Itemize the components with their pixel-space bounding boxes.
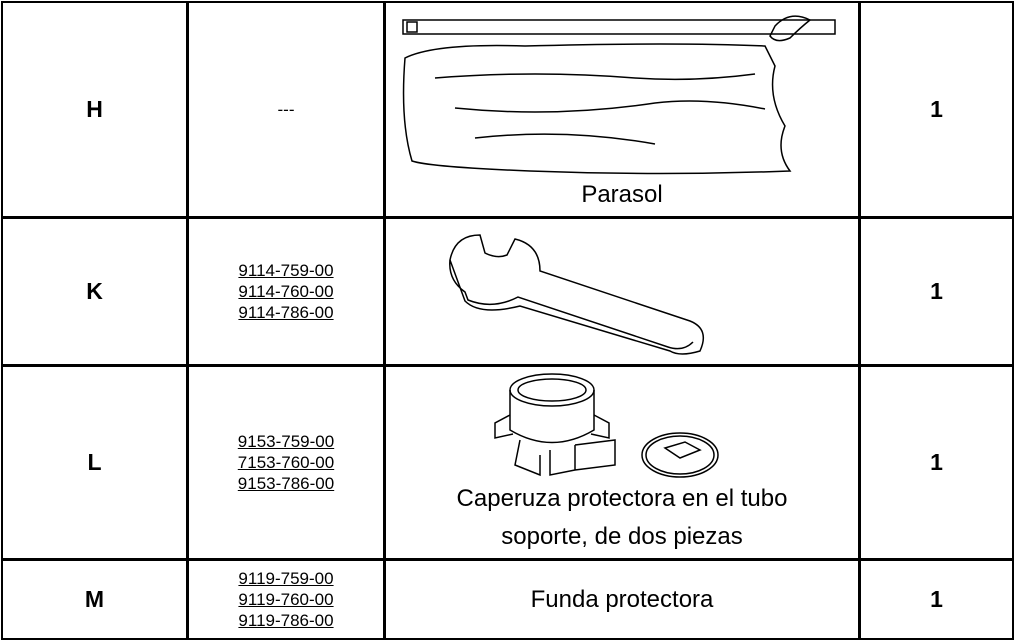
part-number: 9114-759-00 xyxy=(238,261,334,280)
parasol-illustration xyxy=(402,15,836,175)
description: Funda protectora xyxy=(530,585,714,613)
item-letter: H xyxy=(86,96,103,122)
part-numbers: --- xyxy=(277,100,295,119)
table-cell: 9119-759-00 9119-760-00 9119-786-00 xyxy=(187,559,385,640)
part-number: 7153-760-00 xyxy=(237,453,335,472)
table-cell: 9153-759-00 7153-760-00 9153-786-00 xyxy=(187,365,385,560)
table-cell: 1 xyxy=(859,559,1014,640)
part-number: 9119-760-00 xyxy=(238,590,334,609)
item-letter: M xyxy=(84,586,105,612)
part-number: 9114-786-00 xyxy=(238,303,334,322)
description: Caperuza protectora en el tubo soporte, … xyxy=(456,485,788,550)
part-numbers: 9153-759-00 7153-760-00 9153-786-00 xyxy=(238,431,334,494)
quantity: 1 xyxy=(930,449,943,475)
quantity: 1 xyxy=(930,96,943,122)
table-cell: 1 xyxy=(859,217,1014,366)
part-number: 9119-786-00 xyxy=(238,611,334,630)
quantity: 1 xyxy=(930,278,943,304)
table-cell: Funda protectora xyxy=(384,559,860,640)
item-letter: K xyxy=(86,278,103,304)
part-number: 9153-786-00 xyxy=(237,474,335,493)
cap-illustration xyxy=(494,373,719,478)
table-cell: 1 xyxy=(859,365,1014,560)
part-numbers: 9114-759-00 9114-760-00 9114-786-00 xyxy=(238,260,333,323)
part-number: 9153-759-00 xyxy=(237,432,335,451)
table-cell: M xyxy=(1,559,188,640)
description: Parasol xyxy=(581,181,663,208)
part-numbers: 9119-759-00 9119-760-00 9119-786-00 xyxy=(238,568,333,631)
table-cell: 9114-759-00 9114-760-00 9114-786-00 xyxy=(187,217,385,366)
table-cell: L xyxy=(1,365,188,560)
wrench-illustration xyxy=(449,234,705,355)
table-cell: 1 xyxy=(859,1,1014,218)
table-cell: --- xyxy=(187,1,385,218)
item-letter: L xyxy=(87,449,102,475)
table-cell: K xyxy=(1,217,188,366)
part-number: 9119-759-00 xyxy=(238,569,334,588)
table-cell: H xyxy=(1,1,188,218)
part-number: 9114-760-00 xyxy=(238,282,334,301)
quantity: 1 xyxy=(930,586,943,612)
